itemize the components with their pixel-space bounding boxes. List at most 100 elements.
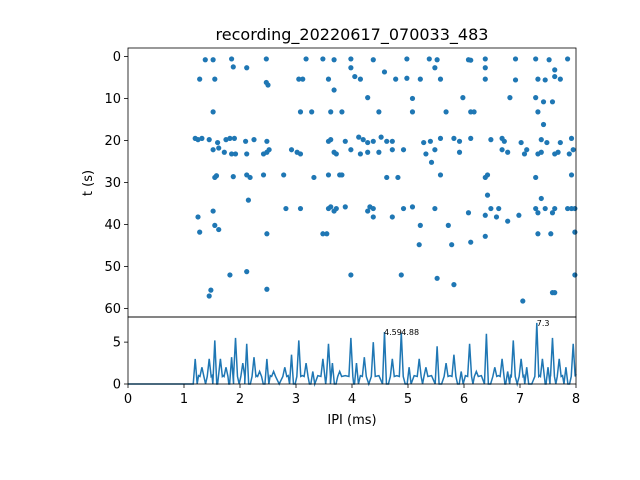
histogram-x-axis-label: IPI (ms) [327,413,376,428]
spike-point [266,147,272,153]
spike-point [512,56,519,62]
spike-point [342,204,348,210]
spike-point [421,139,427,146]
spike-point [215,139,221,146]
spike-point [533,174,539,181]
spike-point [212,222,218,228]
spike-point [484,172,491,178]
spike-point [437,76,444,82]
spike-point [210,208,216,214]
spike-point [496,205,502,212]
spike-point [244,65,250,71]
spike-point [260,172,267,178]
spike-point [357,76,363,82]
spike-point [465,210,472,216]
spike-point [552,67,558,73]
spike-point [398,272,404,278]
spike-point [325,172,332,178]
histogram-x-ticks: 0 1 2 3 4 5 6 7 8 [124,384,580,407]
spike-point [320,231,326,237]
spike-point [384,174,390,181]
raster-y-tick-label: 50 [104,260,121,275]
spike-point [206,137,212,143]
spike-point [432,205,438,212]
spike-point [482,65,488,71]
spike-point [384,138,390,144]
chart-title: recording_20220617_070033_483 [216,25,489,45]
histogram-x-tick-label: 6 [460,392,468,407]
spike-point [376,149,382,155]
spike-point [552,73,558,80]
spike-point [243,138,249,144]
spike-point [445,222,451,228]
spike-point [488,205,494,212]
spike-point [342,138,348,144]
raster-panel: 0 10 20 30 40 50 60 t (s) [81,47,578,318]
spike-point [409,109,416,115]
raster-y-tick-label: 30 [104,176,121,191]
raster-y-tick-label: 10 [104,92,121,107]
spike-point [264,231,270,237]
spike-point [426,56,432,62]
spike-point [212,76,218,82]
spike-point [320,56,326,62]
spike-point [535,109,541,115]
spike-point [296,76,302,82]
spike-point [370,57,376,63]
spike-point [245,197,251,203]
spike-point [521,151,528,157]
spike-point [468,135,474,141]
spike-point [365,95,371,101]
histogram-y-tick-label: 0 [113,378,121,393]
spike-point [572,205,578,212]
spike-point [434,275,440,281]
histogram-x-tick-label: 8 [572,392,580,407]
spike-point [432,147,438,153]
spike-point [331,87,337,93]
spike-point [213,173,220,179]
spike-point [468,239,474,245]
spike-point [264,138,270,144]
spike-point [533,95,539,101]
spike-point [229,56,235,62]
spike-point [565,56,571,62]
spike-point [339,172,345,178]
spike-point [540,99,547,105]
spike-point [417,76,423,82]
spike-point [434,57,440,63]
histogram-y-tick-label: 5 [113,336,121,351]
spike-point [456,138,463,144]
spike-point [409,204,416,210]
spike-point [210,147,216,153]
spike-point [568,135,575,141]
spike-point [542,77,548,83]
spike-point [348,147,354,153]
spike-point [482,76,488,82]
peak-annotation: 4.59 [384,328,402,337]
spike-point [328,204,334,210]
spike-point [443,109,449,115]
spike-point [428,159,435,165]
spike-point [546,57,552,63]
spike-point [542,205,548,212]
spike-point [505,218,511,224]
spike-point [540,121,547,128]
peak-annotation: 7.3 [537,319,550,328]
raster-y-axis-label: t (s) [81,170,96,196]
spike-point [244,151,250,157]
peak-annotation: 4.88 [401,328,419,337]
spike-point [393,76,399,82]
spike-point [247,174,253,181]
spike-point [552,205,558,212]
spike-point [404,56,410,62]
spike-point [538,137,544,143]
spike-point [333,151,339,157]
raster-points [192,56,578,304]
spike-point [229,151,235,157]
spike-point [409,95,416,102]
raster-y-tick-label: 20 [104,134,121,149]
histogram-x-tick-label: 4 [348,392,356,407]
spike-point [333,205,339,212]
